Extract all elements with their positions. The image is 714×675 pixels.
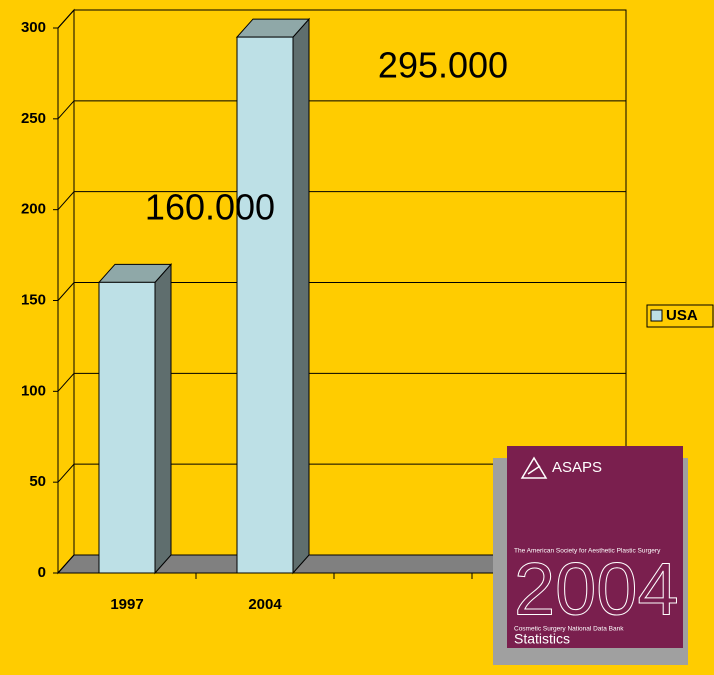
grid-line bbox=[57, 9, 626, 29]
grid-line bbox=[57, 463, 626, 483]
bar bbox=[98, 281, 156, 574]
y-tick-label: 0 bbox=[38, 564, 46, 581]
grid-line bbox=[57, 191, 626, 210]
y-tick-label: 100 bbox=[21, 382, 46, 399]
cover-page bbox=[507, 446, 683, 648]
cover: ASAPS The American Society for Aesthetic… bbox=[493, 446, 688, 665]
cover-year: 2004 bbox=[514, 548, 679, 631]
legend-swatch bbox=[650, 309, 663, 322]
bar-side bbox=[292, 17, 310, 575]
x-tick-label: 1997 bbox=[110, 596, 143, 613]
y-tick-label: 200 bbox=[21, 201, 46, 218]
cover-brand: ASAPS bbox=[552, 459, 602, 476]
grid-line bbox=[57, 372, 626, 392]
legend-label: USA bbox=[666, 307, 698, 324]
bar bbox=[236, 36, 294, 574]
x-tick-label: 2004 bbox=[248, 596, 282, 613]
y-tick-label: 300 bbox=[21, 19, 46, 36]
y-tick-label: 50 bbox=[29, 473, 46, 490]
cover-logo bbox=[520, 456, 548, 479]
grid-line bbox=[57, 282, 626, 301]
data-label: 295.000 bbox=[378, 45, 508, 86]
bar-side bbox=[154, 263, 172, 575]
grid-line bbox=[57, 100, 626, 120]
y-tick-label: 150 bbox=[21, 291, 46, 308]
cover-society: The American Society for Aesthetic Plast… bbox=[514, 548, 661, 555]
data-label: 160.000 bbox=[145, 187, 275, 228]
legend-box bbox=[646, 304, 714, 328]
grid-line bbox=[57, 554, 626, 574]
cover-subtitle: Cosmetic Surgery National Data Bank bbox=[514, 626, 624, 633]
cover-label: Statistics bbox=[514, 631, 570, 647]
y-tick-label: 250 bbox=[21, 110, 46, 127]
